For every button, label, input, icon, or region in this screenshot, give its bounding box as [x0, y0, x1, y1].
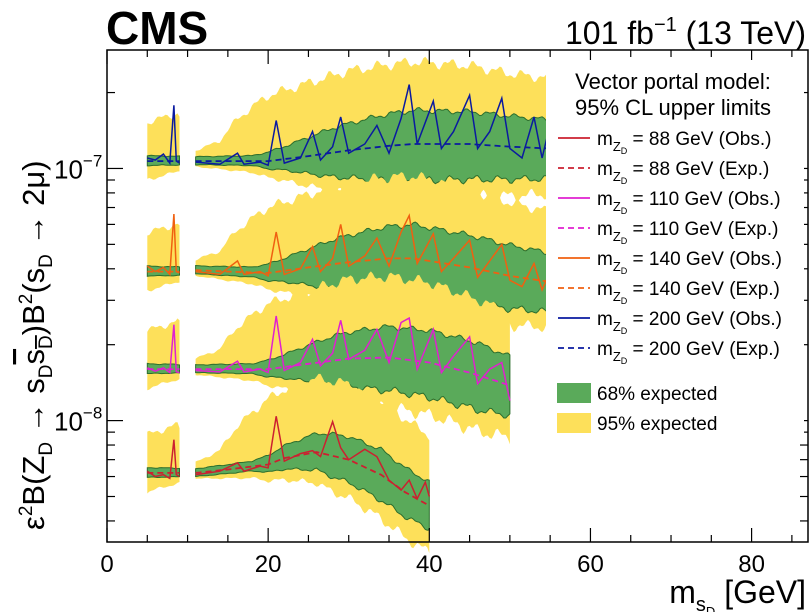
lumi-exponent: −1: [654, 14, 677, 36]
legend-background: [546, 60, 804, 440]
observed-line-2-1: [195, 315, 511, 401]
legend-title-line1: Vector portal model:: [575, 69, 771, 94]
lumi-energy: (13 TeV): [677, 15, 806, 51]
plot-frame: [106, 49, 809, 543]
legend-label-5: mZD = 140 GeV (Exp.): [597, 279, 780, 306]
legend-label-1: mZD = 88 GeV (Exp.): [597, 159, 769, 186]
observed-line-0-0: [147, 105, 180, 166]
observed-line-0-1: [195, 84, 551, 167]
luminosity-label: 101 fb−1 (13 TeV): [565, 14, 806, 51]
limit-lines: [146, 84, 551, 507]
band68-1-0: [146, 265, 180, 277]
lumi-value: 101 fb: [565, 15, 654, 51]
axis-ticks: 0 20 40 60 80 10−7 10−8: [54, 50, 808, 578]
legend-label-0: mZD = 88 GeV (Obs.): [597, 129, 771, 156]
legend-label-2: mZD = 110 GeV (Obs.): [597, 189, 781, 216]
x-axis-title: msD [GeV]: [669, 574, 806, 612]
legend: Vector portal model: 95% CL upper limits…: [546, 60, 804, 440]
y-tick-label: 10−7: [54, 151, 102, 184]
legend-label-6: mZD = 200 GeV (Obs.): [597, 309, 782, 336]
legend-band68-label: 68% expected: [597, 384, 717, 405]
x-tick-label: 0: [100, 551, 113, 578]
legend-label-4: mZD = 140 GeV (Obs.): [597, 249, 782, 276]
y-axis-title: ε2B(ZD → sDsD)B2(sD → 2μ): [16, 160, 57, 530]
legend-band95-label: 95% expected: [597, 414, 717, 435]
legend-label-7: mZD = 200 GeV (Exp.): [597, 339, 780, 366]
legend-label-3: mZD = 110 GeV (Exp.): [597, 219, 778, 246]
svg-text:ε2B(ZD → sDsD)B2(sD → 2μ): ε2B(ZD → sDsD)B2(sD → 2μ): [16, 160, 57, 530]
band68-2-1: [195, 324, 511, 419]
legend-items: mZD = 88 GeV (Obs.) mZD = 88 GeV (Exp.) mZ…: [558, 129, 782, 366]
expected-line-2-1: [195, 356, 511, 387]
legend-band68-swatch: [557, 383, 591, 403]
legend-title-line2: 95% CL upper limits: [575, 95, 771, 120]
band68-0-0: [146, 154, 180, 167]
observed-line-2-0: [147, 324, 180, 375]
observed-line-1-0: [146, 213, 180, 277]
experiment-label: CMS: [106, 2, 208, 54]
y-tick-label: 10−8: [54, 404, 102, 437]
observed-line-3-0: [146, 439, 180, 480]
observed-line-1-1: [195, 213, 551, 293]
x-tick-label: 60: [577, 551, 604, 578]
x-tick-label: 20: [255, 551, 282, 578]
x-tick-label: 40: [416, 551, 443, 578]
legend-band95-swatch: [557, 413, 591, 433]
x-tick-label: 80: [738, 551, 765, 578]
observed-line-3-1: [195, 416, 431, 501]
band68-3-0: [146, 467, 180, 478]
